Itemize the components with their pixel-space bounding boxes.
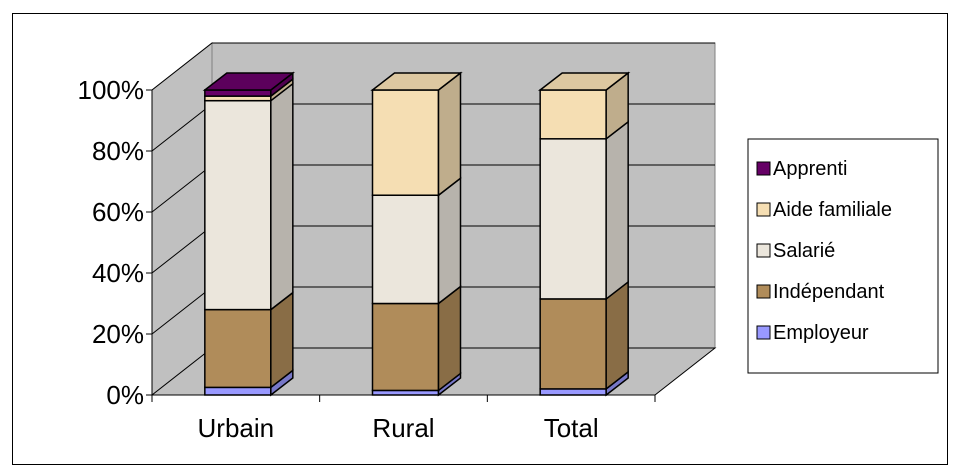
bar-segment [204,99,272,311]
bar-segment [204,308,272,389]
legend-swatch [756,325,771,340]
bar-segment [539,388,607,396]
legend-label: Apprenti [773,158,848,180]
gridline [151,42,715,91]
legend-label: Indépendant [773,281,885,303]
bar-top [370,72,463,91]
bar-segment [539,138,607,300]
y-tick-label: 40% [92,258,144,288]
legend-swatch [756,243,771,258]
x-tick-label: Rural [372,413,434,443]
legend-label: Aide familiale [773,199,892,221]
bar-segment [539,298,607,390]
legend-box [747,138,939,374]
x-tick-label: Urbain [198,413,275,443]
legend-swatch [756,202,771,217]
y-tick-label: 20% [92,319,144,349]
y-tick-label: 80% [92,136,144,166]
bar-segment [371,302,440,392]
bar-segment [371,89,440,196]
bar-segment-side [437,71,462,197]
bar-segment [539,89,607,140]
side-wall [151,41,213,397]
legend-swatch [756,161,771,176]
bar-top [202,72,296,91]
bar-segment-side [605,120,629,301]
bar-segment [204,386,272,396]
y-tick-label: 100% [78,75,145,105]
bar-segment-side [437,176,462,306]
bar-top [537,72,631,91]
bar-segment [204,89,272,97]
bar-segment-side [437,284,462,392]
bar-segment-side [270,82,294,312]
legend-label: Employeur [773,322,869,344]
bar-segment [371,194,440,305]
legend-label: Salarié [773,240,835,262]
x-tick-label: Total [544,413,599,443]
y-tick-label: 0% [106,380,144,410]
bar-segment-side [605,280,629,391]
y-tick-label: 60% [92,197,144,227]
legend-swatch [756,284,771,299]
